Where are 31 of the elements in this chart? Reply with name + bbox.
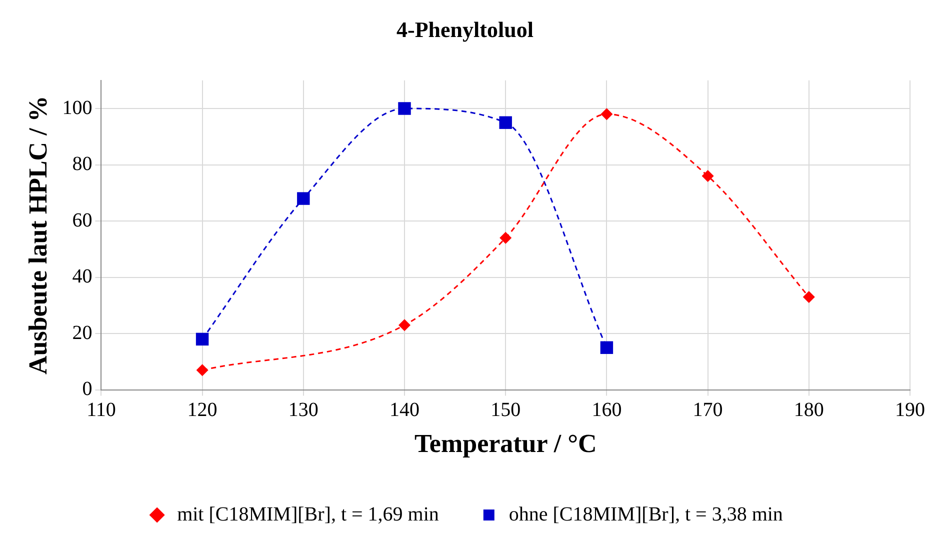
x-tick-label: 120	[187, 399, 218, 422]
x-tick-label: 190	[895, 399, 925, 422]
point	[398, 102, 411, 115]
x-tick-label: 110	[86, 399, 116, 422]
y-axis-title: Ausbeute laut HPLC / %	[23, 96, 52, 375]
y-tick-label: 60	[72, 209, 92, 232]
x-tick-label: 170	[692, 399, 723, 422]
x-tick-label: 180	[794, 399, 824, 422]
y-tick-label: 0	[82, 378, 92, 400]
point	[600, 341, 614, 354]
x-tick-label: 150	[490, 399, 521, 422]
point	[196, 364, 208, 376]
point	[802, 290, 815, 303]
point	[600, 108, 613, 120]
y-tick-label: 20	[72, 322, 92, 344]
legend-label: ohne [C18MIM][Br], t = 3,38 min	[508, 503, 783, 526]
y-tick-label: 80	[72, 153, 92, 176]
x-tick-label: 140	[390, 399, 420, 422]
x-tick-label: 160	[592, 399, 622, 422]
x-axis-title: Temperatur / °C	[414, 429, 597, 458]
y-tick-label: 40	[72, 266, 92, 288]
point	[196, 332, 209, 346]
y-tick-label: 100	[62, 96, 92, 119]
legend-label: mit [C18MIM][Br], t = 1,69 min	[177, 503, 439, 526]
point	[702, 170, 714, 182]
point	[297, 192, 310, 205]
chart-title: 4-Phenyltoluol	[396, 16, 534, 42]
point	[499, 116, 512, 129]
point	[398, 319, 410, 332]
x-tick-label: 130	[288, 399, 318, 422]
point	[500, 232, 512, 244]
